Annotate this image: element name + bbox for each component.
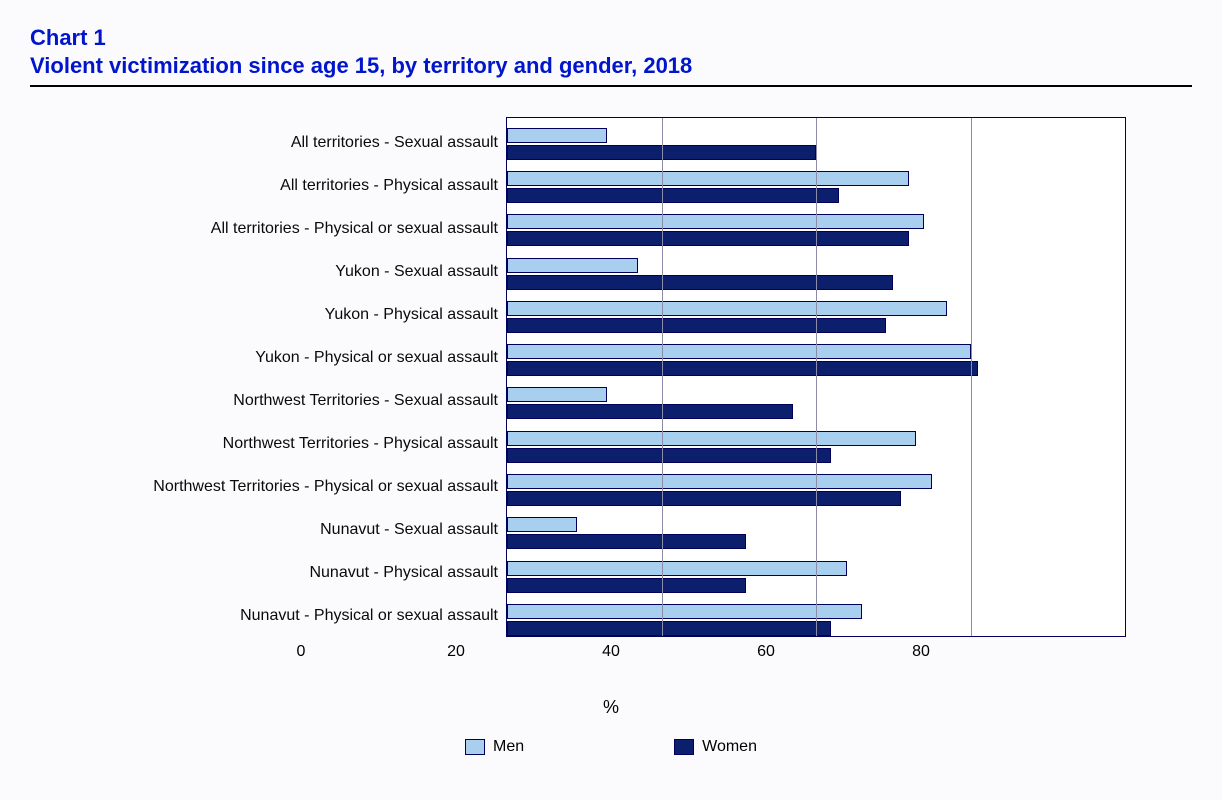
y-axis-label: Northwest Territories - Physical or sexu… (96, 465, 498, 508)
bar (507, 361, 978, 376)
y-axis-label: All territories - Physical or sexual ass… (96, 207, 498, 250)
y-axis-label: All territories - Physical assault (96, 164, 498, 207)
chart-row: All territories - Sexual assaultAll terr… (96, 117, 1126, 637)
x-axis: 020406080 (301, 643, 921, 663)
bar (507, 258, 638, 273)
legend-item: Women (674, 738, 757, 756)
bar (507, 491, 901, 506)
title-block: Chart 1 Violent victimization since age … (30, 24, 1192, 79)
legend-label: Women (702, 738, 757, 756)
x-tick: 0 (297, 643, 306, 661)
bar (507, 188, 839, 203)
x-tick: 60 (757, 643, 775, 661)
bar (507, 128, 607, 143)
page: Chart 1 Violent victimization since age … (0, 0, 1222, 800)
bar (507, 474, 932, 489)
gridline (662, 118, 663, 636)
x-tick: 40 (602, 643, 620, 661)
bar (507, 171, 909, 186)
chart-number: Chart 1 (30, 24, 1192, 52)
y-axis-label: Yukon - Sexual assault (96, 250, 498, 293)
title-divider (30, 85, 1192, 87)
plot-area (506, 117, 1126, 637)
y-axis-label: Yukon - Physical assault (96, 293, 498, 336)
x-tick: 80 (912, 643, 930, 661)
bar (507, 301, 947, 316)
bar (507, 318, 886, 333)
bar (507, 344, 971, 359)
legend-label: Men (493, 738, 524, 756)
bar (507, 534, 746, 549)
bar (507, 231, 909, 246)
bar (507, 517, 577, 532)
legend: Men Women (465, 738, 757, 756)
y-axis-label: Yukon - Physical or sexual assault (96, 336, 498, 379)
y-axis-label: Northwest Territories - Sexual assault (96, 379, 498, 422)
gridline (971, 118, 972, 636)
legend-swatch (465, 739, 485, 755)
legend-item: Men (465, 738, 524, 756)
y-axis-label: Nunavut - Physical assault (96, 551, 498, 594)
chart-title: Violent victimization since age 15, by t… (30, 52, 1192, 80)
bar (507, 431, 916, 446)
chart: All territories - Sexual assaultAll terr… (30, 117, 1192, 756)
y-axis-label: Northwest Territories - Physical assault (96, 422, 498, 465)
y-axis-label: Nunavut - Sexual assault (96, 508, 498, 551)
bar (507, 604, 862, 619)
bar (507, 448, 831, 463)
bar (507, 404, 793, 419)
bar (507, 387, 607, 402)
bar (507, 561, 847, 576)
y-axis-labels: All territories - Sexual assaultAll terr… (96, 117, 506, 637)
bar (507, 275, 893, 290)
bar (507, 621, 831, 636)
x-tick: 20 (447, 643, 465, 661)
bar (507, 578, 746, 593)
y-axis-label: All territories - Sexual assault (96, 121, 498, 164)
bar (507, 214, 924, 229)
legend-swatch (674, 739, 694, 755)
gridline (816, 118, 817, 636)
y-axis-label: Nunavut - Physical or sexual assault (96, 594, 498, 637)
x-axis-title: % (603, 697, 619, 718)
